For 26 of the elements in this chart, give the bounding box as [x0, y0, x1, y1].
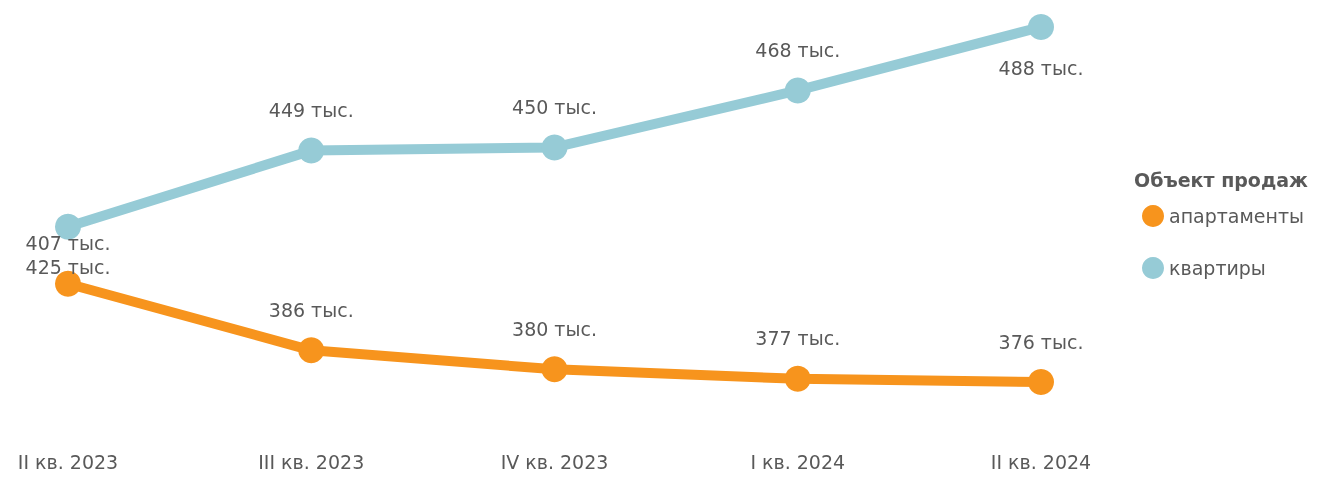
point [784, 365, 811, 392]
point [298, 137, 325, 164]
data-label: 407 тыс. [25, 232, 111, 255]
data-label: 376 тыс. [998, 330, 1084, 353]
data-label: 377 тыс. [755, 327, 841, 350]
point [298, 337, 325, 364]
data-label: 468 тыс. [755, 38, 841, 61]
x-tick-label: I кв. 2024 [750, 450, 846, 473]
point [1028, 369, 1054, 395]
point [1028, 14, 1054, 40]
data-label: 449 тыс. [268, 99, 354, 122]
x-tick-label: II кв. 2024 [990, 450, 1092, 473]
data-label: 380 тыс. [512, 317, 597, 340]
data-label: 386 тыс. [268, 298, 354, 321]
data-label: 488 тыс. [998, 56, 1084, 79]
point [541, 134, 568, 161]
x-tick-label: IV кв. 2023 [500, 450, 609, 473]
data-label: 450 тыс. [512, 95, 597, 118]
data-label: 425 тыс. [25, 256, 111, 279]
x-tick-label: III кв. 2023 [258, 450, 365, 473]
legend-label: квартиры [1169, 257, 1266, 279]
point [784, 77, 811, 104]
legend-label: апартаменты [1169, 205, 1305, 227]
legend-title: Объект продаж [1134, 168, 1309, 191]
x-tick-label: II кв. 2023 [17, 450, 119, 473]
point [541, 356, 568, 383]
